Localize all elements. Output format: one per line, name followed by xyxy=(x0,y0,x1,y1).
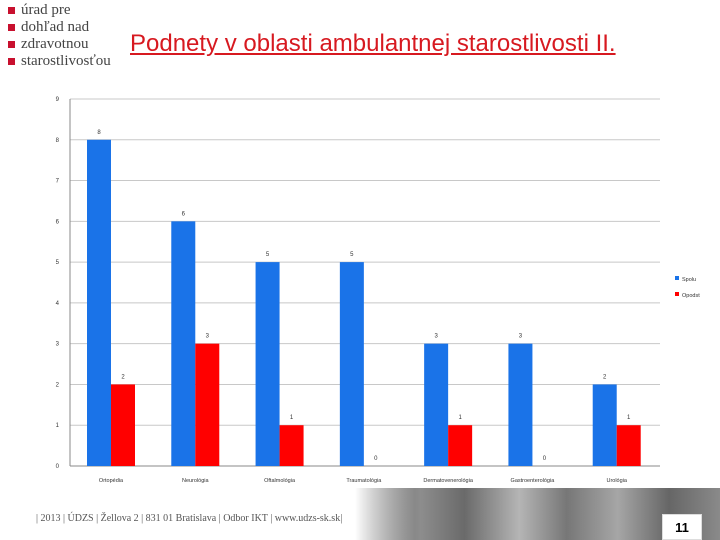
data-label: 2 xyxy=(603,374,607,380)
y-tick-label: 9 xyxy=(56,97,60,103)
y-tick-label: 3 xyxy=(56,342,60,348)
legend-label: Spolu xyxy=(682,277,696,283)
bar-spolu xyxy=(508,343,533,466)
legend-swatch xyxy=(675,276,679,280)
logo-text: zdravotnou xyxy=(21,36,89,52)
bar-opodst xyxy=(616,425,641,466)
data-label: 2 xyxy=(121,374,125,380)
data-label: 5 xyxy=(266,252,270,258)
logo-line: starostlivosťou xyxy=(8,53,128,70)
data-label: 0 xyxy=(543,456,547,462)
x-tick-label: Dermatovenerológia xyxy=(423,478,473,484)
logo-line: úrad pre xyxy=(8,2,128,19)
bar-spolu xyxy=(424,343,449,466)
x-tick-label: Ortopédia xyxy=(99,478,124,484)
bar-spolu xyxy=(339,262,364,466)
logo: úrad pre dohľad nad zdravotnou starostli… xyxy=(8,2,128,70)
logo-square-icon xyxy=(8,7,15,14)
logo-text: úrad pre xyxy=(21,2,71,18)
logo-text: starostlivosťou xyxy=(21,53,111,69)
x-tick-label: Oftalmológia xyxy=(264,478,296,484)
bar-spolu xyxy=(171,221,196,466)
y-tick-label: 2 xyxy=(56,382,60,388)
legend-swatch xyxy=(675,292,679,296)
bar-opodst xyxy=(448,425,473,466)
data-label: 3 xyxy=(206,334,210,340)
data-label: 1 xyxy=(458,415,462,421)
data-label: 6 xyxy=(182,211,186,217)
data-label: 1 xyxy=(290,415,294,421)
bar-opodst xyxy=(195,343,220,466)
x-tick-label: Traumatológia xyxy=(346,478,382,484)
bar-opodst xyxy=(111,384,135,466)
photo-fade xyxy=(355,488,415,540)
bar-spolu xyxy=(255,262,280,466)
bar-spolu xyxy=(592,384,617,466)
x-tick-label: Urológia xyxy=(606,478,627,484)
y-tick-label: 1 xyxy=(56,423,60,429)
logo-square-icon xyxy=(8,58,15,65)
x-tick-label: Gastroenterológia xyxy=(511,478,556,484)
legend-label: Opodst xyxy=(682,293,700,299)
data-label: 0 xyxy=(374,456,378,462)
data-label: 8 xyxy=(97,130,101,136)
data-label: 5 xyxy=(350,252,354,258)
bar-opodst xyxy=(279,425,304,466)
page-number: 11 xyxy=(662,514,702,540)
y-tick-label: 0 xyxy=(56,464,60,470)
footer-photo xyxy=(355,488,720,540)
slide-title: Podnety v oblasti ambulantnej starostliv… xyxy=(130,30,616,57)
data-label: 1 xyxy=(627,415,631,421)
data-label: 3 xyxy=(519,334,523,340)
data-label: 3 xyxy=(434,334,438,340)
y-tick-label: 5 xyxy=(56,260,60,266)
y-tick-label: 4 xyxy=(56,301,60,307)
logo-square-icon xyxy=(8,24,15,31)
logo-square-icon xyxy=(8,41,15,48)
footer-text: | 2013 | ÚDZS | Žellova 2 | 831 01 Brati… xyxy=(36,513,343,524)
x-tick-label: Neurológia xyxy=(182,478,210,484)
y-tick-label: 6 xyxy=(56,219,60,225)
y-tick-label: 7 xyxy=(56,179,60,185)
logo-line: dohľad nad xyxy=(8,19,128,36)
bar-spolu xyxy=(87,139,111,466)
logo-text: dohľad nad xyxy=(21,19,90,35)
logo-line: zdravotnou xyxy=(8,36,128,53)
y-tick-label: 8 xyxy=(56,138,60,144)
